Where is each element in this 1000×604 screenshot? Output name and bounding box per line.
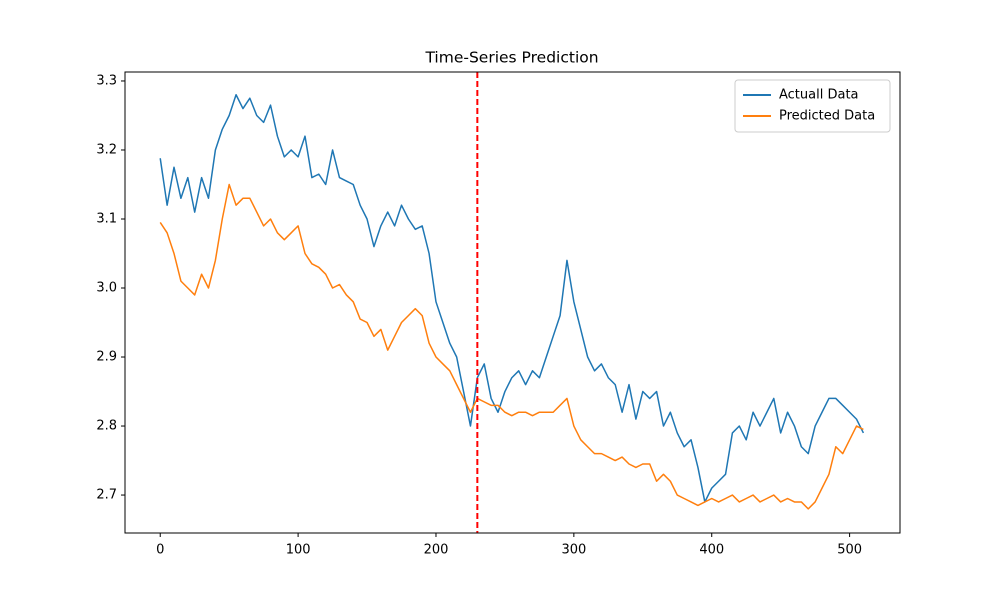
y-tick-label: 2.8 [96, 419, 117, 434]
x-tick-label: 100 [286, 543, 311, 558]
data-line [159, 94, 865, 503]
x-tick-label: 300 [561, 543, 586, 558]
legend-box [734, 79, 891, 133]
x-tick-label: 200 [424, 543, 449, 558]
y-tick-label: 3.3 [96, 73, 117, 88]
data-line [159, 183, 864, 510]
x-tick-label: 0 [156, 543, 164, 558]
y-tick-label: 2.9 [96, 350, 117, 365]
y-tick-label: 3.0 [96, 281, 117, 296]
y-tick-label: 2.7 [96, 488, 117, 503]
y-tick-label: 3.1 [96, 211, 117, 226]
legend-label: Predicted Data [779, 109, 875, 124]
plot-frame [124, 71, 901, 534]
y-tick-label: 3.2 [96, 142, 117, 157]
x-tick-label: 400 [699, 543, 724, 558]
chart-title: Time-Series Prediction [424, 49, 598, 67]
legend-label: Actuall Data [779, 88, 859, 103]
x-tick-label: 500 [837, 543, 862, 558]
